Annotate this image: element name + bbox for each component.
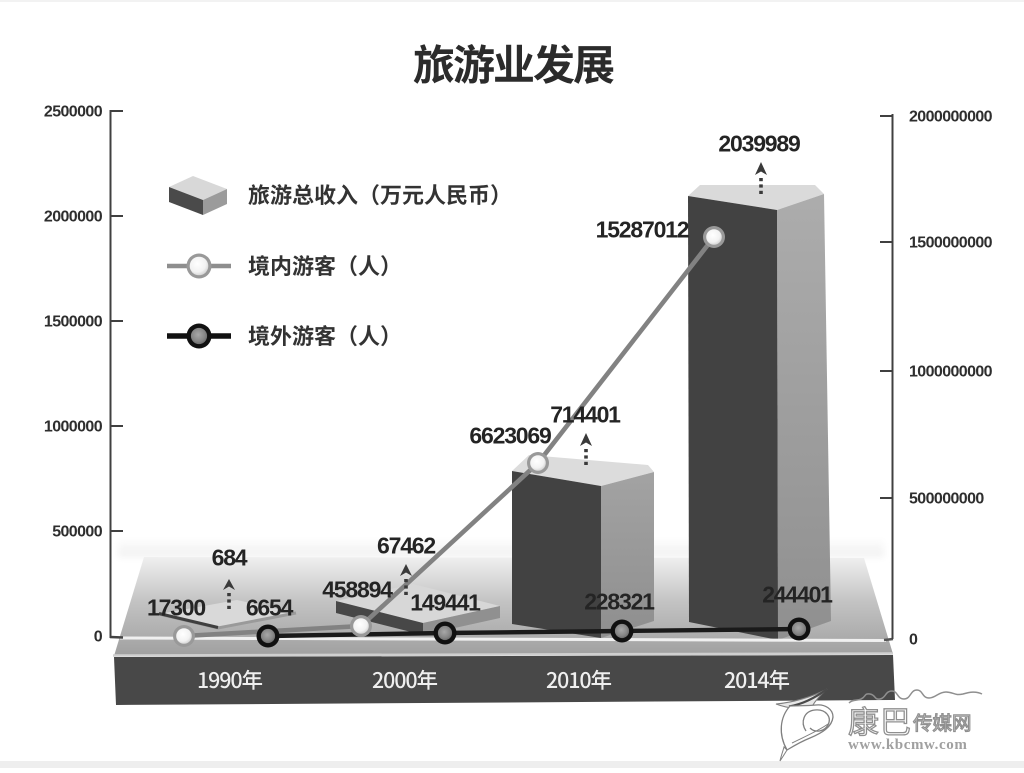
svg-text:15287012: 15287012 bbox=[596, 217, 689, 243]
svg-text:1000000000: 1000000000 bbox=[909, 364, 993, 381]
svg-text:458894: 458894 bbox=[322, 577, 393, 603]
svg-text:149441: 149441 bbox=[410, 590, 481, 616]
svg-text:6623069: 6623069 bbox=[469, 423, 551, 449]
svg-text:714401: 714401 bbox=[550, 402, 621, 428]
svg-text:2039989: 2039989 bbox=[718, 131, 800, 157]
svg-text:500000000: 500000000 bbox=[909, 491, 984, 508]
svg-text:0: 0 bbox=[909, 632, 918, 649]
svg-text:2000000: 2000000 bbox=[44, 209, 103, 226]
svg-text:6654: 6654 bbox=[246, 595, 294, 621]
svg-text:1500000: 1500000 bbox=[44, 314, 103, 331]
svg-text:684: 684 bbox=[212, 545, 248, 571]
svg-text:2000000000: 2000000000 bbox=[909, 109, 993, 126]
svg-text:2500000: 2500000 bbox=[44, 104, 103, 121]
svg-text:0: 0 bbox=[94, 629, 103, 646]
svg-text:1000000: 1000000 bbox=[44, 419, 103, 436]
svg-text:244401: 244401 bbox=[762, 582, 833, 608]
svg-text:228321: 228321 bbox=[584, 589, 655, 615]
svg-text:67462: 67462 bbox=[377, 533, 435, 559]
svg-text:500000: 500000 bbox=[52, 524, 102, 541]
svg-text:1500000000: 1500000000 bbox=[909, 235, 993, 252]
svg-text:www.kbcmw.com: www.kbcmw.com bbox=[848, 737, 967, 753]
svg-text:17300: 17300 bbox=[147, 595, 205, 621]
